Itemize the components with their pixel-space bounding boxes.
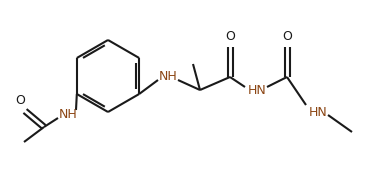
Text: HN: HN [248,84,266,96]
Text: O: O [225,29,235,43]
Text: NH: NH [59,107,77,121]
Text: NH: NH [159,70,178,84]
Text: O: O [282,29,292,43]
Text: O: O [15,93,25,107]
Text: HN: HN [308,105,327,118]
